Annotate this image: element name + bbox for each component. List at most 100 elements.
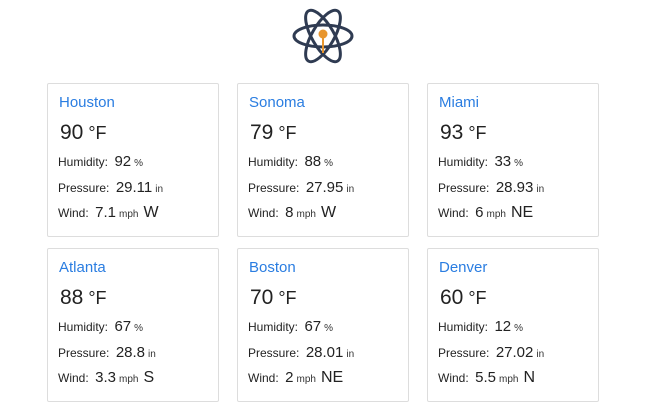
pressure-label: Pressure: xyxy=(438,181,490,195)
wind-unit: mph xyxy=(296,374,316,385)
wind-label: Wind: xyxy=(438,206,469,220)
pressure-row: Pressure: 28.01 in xyxy=(248,343,354,365)
wind-direction: W xyxy=(320,204,337,221)
wind-row: Wind: 8 mph W xyxy=(248,203,336,225)
pressure-value: 29.11 xyxy=(115,179,153,196)
wind-label: Wind: xyxy=(438,371,469,385)
humidity-row: Humidity: 67% xyxy=(58,317,143,339)
humidity-value: 92 xyxy=(114,153,132,170)
city-name[interactable]: Atlanta xyxy=(59,259,106,276)
pressure-unit: in xyxy=(155,184,164,195)
pressure-value: 27.95 xyxy=(305,179,344,196)
temperature-unit: °F xyxy=(88,123,107,143)
humidity-row: Humidity: 12% xyxy=(438,317,523,339)
pressure-value: 28.8 xyxy=(115,344,146,361)
temperature: 79 °F xyxy=(250,121,297,145)
humidity-label: Humidity: xyxy=(438,320,489,334)
humidity-label: Humidity: xyxy=(58,320,109,334)
humidity-value: 88 xyxy=(304,153,322,170)
wind-label: Wind: xyxy=(248,371,279,385)
pressure-label: Pressure: xyxy=(438,346,490,360)
pressure-unit: in xyxy=(148,349,156,360)
pressure-row: Pressure: 29.11 in xyxy=(58,178,163,200)
wind-row: Wind: 6 mph NE xyxy=(438,203,533,225)
humidity-value: 67 xyxy=(114,318,132,335)
pressure-unit: in xyxy=(346,184,355,195)
humidity-value: 12 xyxy=(494,318,512,335)
pressure-label: Pressure: xyxy=(248,181,300,195)
temperature-unit: °F xyxy=(278,123,297,143)
temperature-unit: °F xyxy=(278,288,297,308)
pressure-label: Pressure: xyxy=(58,181,110,195)
temperature-value: 90 xyxy=(60,121,84,144)
humidity-label: Humidity: xyxy=(248,155,299,169)
wind-label: Wind: xyxy=(58,206,89,220)
city-name[interactable]: Denver xyxy=(439,259,488,276)
pressure-row: Pressure: 27.02 in xyxy=(438,343,544,365)
temperature-value: 70 xyxy=(250,286,274,309)
wind-row: Wind: 3.3 mph S xyxy=(58,368,154,390)
wind-speed: 7.1 xyxy=(95,204,116,221)
wind-row: Wind: 2 mph NE xyxy=(248,368,343,390)
humidity-label: Humidity: xyxy=(58,155,109,169)
wind-speed: 5.5 xyxy=(475,369,496,386)
city-name[interactable]: Boston xyxy=(249,259,296,276)
temperature-unit: °F xyxy=(468,288,487,308)
wind-speed: 2 xyxy=(285,369,294,386)
temperature-unit: °F xyxy=(88,288,107,308)
pressure-unit: in xyxy=(536,349,545,360)
humidity-unit: % xyxy=(324,323,334,334)
humidity-label: Humidity: xyxy=(438,155,489,169)
wind-unit: mph xyxy=(119,209,139,220)
wind-direction: NE xyxy=(320,369,344,386)
pressure-unit: in xyxy=(346,349,355,360)
wind-unit: mph xyxy=(296,209,316,220)
humidity-value: 67 xyxy=(304,318,322,335)
city-name[interactable]: Miami xyxy=(439,94,479,111)
temperature-value: 88 xyxy=(60,286,84,309)
wind-speed: 3.3 xyxy=(95,369,116,386)
wind-unit: mph xyxy=(486,209,506,220)
pressure-value: 28.93 xyxy=(495,179,534,196)
wind-unit: mph xyxy=(119,374,139,385)
humidity-label: Humidity: xyxy=(248,320,299,334)
wind-direction: NE xyxy=(510,204,534,221)
pressure-value: 27.02 xyxy=(495,344,534,361)
wind-label: Wind: xyxy=(248,206,279,220)
humidity-unit: % xyxy=(134,323,144,334)
humidity-unit: % xyxy=(514,158,524,169)
humidity-unit: % xyxy=(134,158,144,169)
weather-card-atlanta: Atlanta 88 °F Humidity: 67% Pressure: 28.… xyxy=(47,248,219,402)
temperature-unit: °F xyxy=(468,123,487,143)
pressure-row: Pressure: 28.8 in xyxy=(58,343,156,365)
city-name[interactable]: Houston xyxy=(59,94,115,111)
pressure-row: Pressure: 27.95 in xyxy=(248,178,354,200)
weather-card-denver: Denver 60 °F Humidity: 12% Pressure: 27.0… xyxy=(427,248,599,402)
humidity-unit: % xyxy=(514,323,524,334)
humidity-row: Humidity: 67% xyxy=(248,317,333,339)
weather-card-sonoma: Sonoma 79 °F Humidity: 88% Pressure: 27.9… xyxy=(237,83,409,237)
temperature: 90 °F xyxy=(60,121,107,145)
temperature: 60 °F xyxy=(440,286,487,310)
temperature: 70 °F xyxy=(250,286,297,310)
temperature-value: 79 xyxy=(250,121,274,144)
humidity-row: Humidity: 88% xyxy=(248,152,333,174)
pressure-value: 28.01 xyxy=(305,344,344,361)
wind-row: Wind: 7.1 mph W xyxy=(58,203,159,225)
humidity-value: 33 xyxy=(494,153,512,170)
humidity-row: Humidity: 92% xyxy=(58,152,143,174)
weather-card-houston: Houston 90 °F Humidity: 92% Pressure: 29.… xyxy=(47,83,219,237)
humidity-row: Humidity: 33% xyxy=(438,152,523,174)
wind-direction: N xyxy=(523,369,536,386)
temperature-value: 93 xyxy=(440,121,464,144)
wind-row: Wind: 5.5 mph N xyxy=(438,368,535,390)
wind-direction: S xyxy=(143,369,155,386)
city-name[interactable]: Sonoma xyxy=(249,94,305,111)
wind-speed: 8 xyxy=(285,204,294,221)
wind-unit: mph xyxy=(499,374,519,385)
pressure-label: Pressure: xyxy=(58,346,110,360)
wind-label: Wind: xyxy=(58,371,89,385)
temperature: 93 °F xyxy=(440,121,487,145)
weather-card-miami: Miami 93 °F Humidity: 33% Pressure: 28.93… xyxy=(427,83,599,237)
